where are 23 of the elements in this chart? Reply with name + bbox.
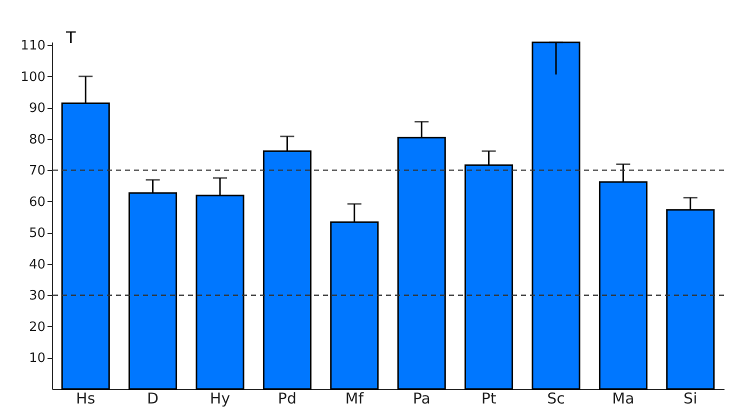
x-tick-label: Pt: [481, 390, 496, 408]
x-tick-label: Ma: [612, 390, 634, 408]
y-tick-label: 90: [28, 101, 46, 116]
y-tick-label: 110: [20, 38, 46, 54]
y-tick-label: 70: [28, 164, 46, 179]
y-tick-label: 100: [20, 70, 46, 85]
x-tick-label: Pd: [278, 390, 296, 408]
x-tick-label: Si: [684, 390, 698, 408]
x-tick-label: Hy: [210, 390, 230, 408]
annotation: T: [65, 28, 76, 47]
y-tick-label: 60: [28, 194, 46, 210]
bar: [532, 42, 580, 390]
y-tick-label: 40: [28, 257, 46, 272]
y-tick-label: 10: [28, 351, 46, 366]
x-tick-label: D: [147, 390, 159, 408]
y-tick-label: 50: [28, 226, 46, 242]
x-tick-label: Hs: [76, 390, 96, 408]
x-tick-label: Pa: [412, 390, 430, 408]
x-tick-label: Mf: [345, 390, 364, 408]
x-tick-label: Sc: [547, 390, 565, 408]
y-tick-label: 80: [28, 132, 46, 148]
y-tick-label: 30: [28, 288, 46, 304]
y-tick-label: 20: [28, 320, 46, 335]
